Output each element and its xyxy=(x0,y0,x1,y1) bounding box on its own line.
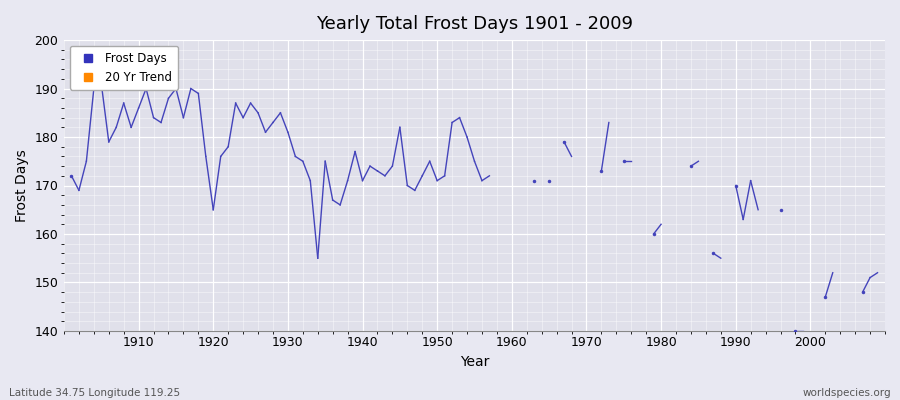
X-axis label: Year: Year xyxy=(460,355,490,369)
Title: Yearly Total Frost Days 1901 - 2009: Yearly Total Frost Days 1901 - 2009 xyxy=(316,15,633,33)
Text: worldspecies.org: worldspecies.org xyxy=(803,388,891,398)
Legend: Frost Days, 20 Yr Trend: Frost Days, 20 Yr Trend xyxy=(70,46,178,90)
Text: Latitude 34.75 Longitude 119.25: Latitude 34.75 Longitude 119.25 xyxy=(9,388,180,398)
Y-axis label: Frost Days: Frost Days xyxy=(15,149,29,222)
